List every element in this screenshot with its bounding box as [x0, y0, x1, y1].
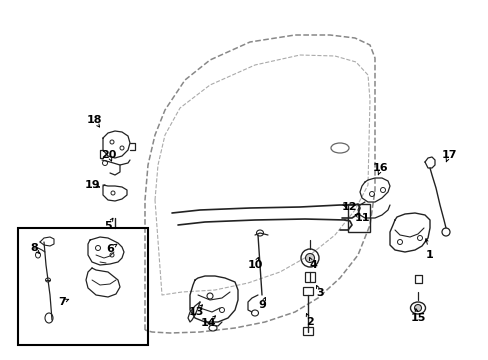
Text: 14: 14 [201, 318, 216, 328]
Bar [305, 272, 314, 282]
Text: 1: 1 [425, 250, 433, 260]
Text: 9: 9 [258, 300, 265, 310]
Text: 15: 15 [409, 313, 425, 323]
Text: 16: 16 [372, 163, 388, 173]
Text: 13: 13 [188, 307, 203, 317]
Text: 3: 3 [316, 288, 323, 298]
Text: 12: 12 [341, 202, 356, 212]
Bar [303, 327, 312, 335]
Text: 5: 5 [104, 221, 112, 231]
Text: 18: 18 [86, 115, 102, 125]
Ellipse shape [414, 305, 421, 311]
Bar [18, 228, 148, 345]
Text: 2: 2 [305, 317, 313, 327]
Text: 4: 4 [308, 260, 316, 270]
Text: 17: 17 [440, 150, 456, 160]
Ellipse shape [305, 253, 314, 262]
Text: 7: 7 [58, 297, 66, 307]
Text: 19: 19 [84, 180, 100, 190]
Text: 6: 6 [106, 244, 114, 254]
Text: 11: 11 [353, 213, 369, 223]
Text: 10: 10 [247, 260, 262, 270]
Bar [303, 287, 312, 295]
Bar [347, 204, 369, 232]
Text: 20: 20 [101, 150, 117, 160]
Text: 8: 8 [30, 243, 38, 253]
